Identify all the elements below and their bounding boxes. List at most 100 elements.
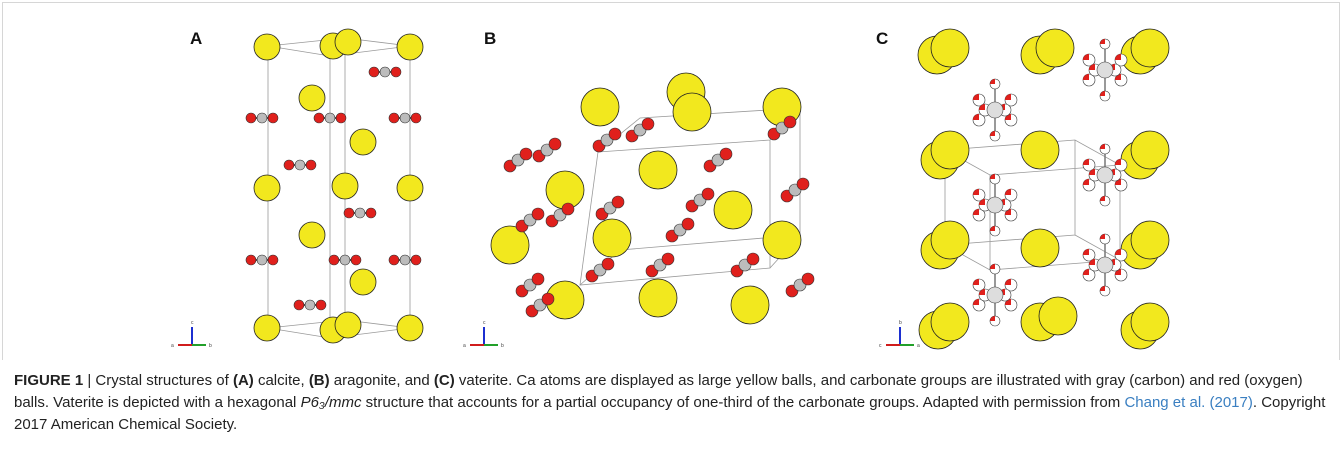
ca-atom [397,315,423,341]
space-group: P6₃/mmc [301,394,362,411]
partial-oxygen-fill [973,209,979,215]
page: {"panels": [ {"label": "A", "axes": ["c"… [0,0,1344,467]
ca-atom [546,171,584,209]
oxygen [802,273,814,285]
axis-label: a [171,343,174,349]
partial-oxygen-fill [973,114,979,120]
partial-oxygen-fill [1083,179,1089,185]
panel-label: B [484,29,496,48]
oxygen [549,138,561,150]
ca-atom [254,34,280,60]
oxygen [682,218,694,230]
carbon [257,113,267,123]
oxygen [316,300,326,310]
oxygen [784,116,796,128]
partial-oxygen-fill [973,279,979,285]
panel-label: C [876,29,888,48]
oxygen [294,300,304,310]
partial-oxygen-fill [1083,54,1089,60]
ca-atom [1131,303,1169,341]
oxygen [268,255,278,265]
oxygen [306,160,316,170]
partial-oxygen-fill [1083,74,1089,80]
partial-oxygen-fill [1100,91,1105,96]
oxygen [351,255,361,265]
ca-atom [931,221,969,259]
partial-oxygen-fill [990,226,995,231]
ca-atom [1021,131,1059,169]
ca-atom [673,93,711,131]
axis-label: a [917,343,920,349]
partial-oxygen-fill [990,79,995,84]
carbon [305,300,315,310]
oxygen [344,208,354,218]
ca-atom [350,269,376,295]
partial-oxygen-fill [1100,39,1105,44]
oxygen [562,203,574,215]
carbon [355,208,365,218]
ca-atom [1131,221,1169,259]
ca-atom [931,29,969,67]
ca-atom [593,219,631,257]
partial-oxygen-fill [973,189,979,195]
oxygen [389,113,399,123]
ca-atom [1131,29,1169,67]
ca-atom [299,85,325,111]
panel-ref: (C) [434,372,455,389]
carbon [257,255,267,265]
axis-label: b [501,343,504,349]
partial-oxygen-fill [990,264,995,269]
partial-oxygen-fill [1083,269,1089,275]
ca-atom [931,131,969,169]
panel-ref: (B) [309,372,330,389]
carbon [1097,62,1113,78]
ca-atom [1036,29,1074,67]
partial-oxygen-fill [1005,94,1011,100]
ca-atom [335,29,361,55]
caption-text: calcite, [254,372,309,389]
carbon [325,113,335,123]
oxygen [391,67,401,77]
citation-link[interactable]: Chang et al. (2017) [1124,394,1252,411]
oxygen [336,113,346,123]
figure-art: A B C cabcabbca [0,0,1344,360]
carbon [400,255,410,265]
partial-oxygen-fill [990,131,995,136]
oxygen [314,113,324,123]
carbon [987,287,1003,303]
carbon [1097,257,1113,273]
ca-atom [397,34,423,60]
partial-oxygen-fill [1100,196,1105,201]
ca-atom [1131,131,1169,169]
oxygen [602,258,614,270]
oxygen [532,208,544,220]
oxygen [411,255,421,265]
partial-oxygen-fill [1083,249,1089,255]
partial-oxygen-fill [1100,144,1105,149]
carbon [987,197,1003,213]
oxygen [284,160,294,170]
partial-oxygen-fill [1115,54,1121,60]
oxygen [609,128,621,140]
carbon [400,113,410,123]
carbon [340,255,350,265]
oxygen [369,67,379,77]
axis-label: c [879,343,882,349]
carbon [295,160,305,170]
carbon [987,102,1003,118]
partial-oxygen-fill [990,316,995,321]
partial-oxygen-fill [973,94,979,100]
oxygen [366,208,376,218]
oxygen [542,293,554,305]
carbon [380,67,390,77]
carbon [1097,167,1113,183]
oxygen [268,113,278,123]
oxygen [246,113,256,123]
oxygen [246,255,256,265]
ca-atom [639,279,677,317]
oxygen [720,148,732,160]
panel-ref: (A) [233,372,254,389]
ca-atom [1039,297,1077,335]
partial-oxygen-fill [1100,234,1105,239]
ca-atom [581,88,619,126]
